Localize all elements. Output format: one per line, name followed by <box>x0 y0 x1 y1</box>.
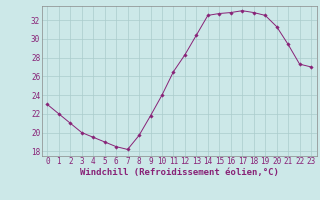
X-axis label: Windchill (Refroidissement éolien,°C): Windchill (Refroidissement éolien,°C) <box>80 168 279 177</box>
